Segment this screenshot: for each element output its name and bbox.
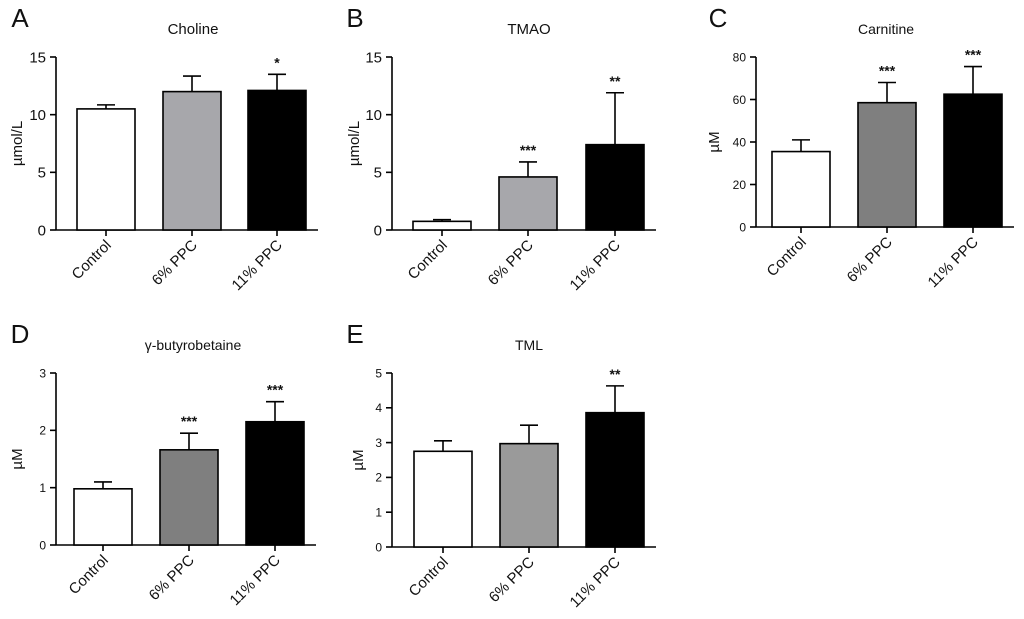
y-axis-label: µM [706, 131, 723, 152]
significance-marker: *** [879, 63, 896, 79]
bar-6-ppc [857, 101, 917, 228]
chart-title: Carnitine [858, 21, 914, 37]
bar-6-ppc [498, 176, 558, 231]
bar-11-ppc [247, 89, 307, 231]
y-tick-label: 2 [39, 424, 46, 438]
x-tick-label: 6% PPC [146, 552, 198, 604]
bar-control [76, 108, 136, 231]
bar-6-ppc [499, 442, 559, 548]
y-axis-label: µM [9, 448, 26, 469]
x-tick-label: Control [405, 237, 451, 283]
x-tick-label: Control [66, 552, 112, 598]
x-tick-label: 11% PPC [925, 234, 982, 291]
y-tick-label: 80 [733, 50, 747, 64]
chart-title: Choline [168, 21, 219, 38]
significance-marker: *** [965, 47, 982, 63]
y-tick-label: 10 [29, 107, 46, 124]
bar-6-ppc [159, 449, 219, 546]
panel-label: E [346, 319, 363, 349]
y-tick-label: 2 [375, 471, 382, 485]
y-axis-label: µmol/L [346, 121, 363, 166]
x-tick-label: 6% PPC [485, 237, 537, 289]
y-tick-label: 0 [38, 222, 46, 239]
y-axis-label: µM [350, 449, 367, 470]
y-tick-label: 4 [375, 401, 382, 415]
significance-marker: ** [610, 73, 621, 89]
panel-c: C Carnitine µM 0 20 40 60 80 Control 6% PPC *** 11%… [706, 3, 1014, 291]
significance-marker: *** [520, 142, 537, 158]
y-axis-label: µmol/L [9, 121, 26, 166]
panel-label: C [709, 3, 728, 33]
y-tick-label: 5 [38, 165, 46, 182]
bar-6-ppc [162, 90, 222, 231]
x-tick-label: 11% PPC [567, 237, 624, 294]
y-tick-label: 15 [29, 49, 46, 66]
x-tick-label: 6% PPC [149, 237, 201, 289]
x-tick-label: 11% PPC [229, 237, 286, 294]
bar-11-ppc [943, 93, 1003, 228]
y-tick-label: 40 [733, 135, 747, 149]
y-tick-label: 5 [374, 165, 382, 182]
x-tick-label: 6% PPC [486, 554, 538, 606]
panel-label: D [11, 319, 30, 349]
bar-control [771, 150, 831, 228]
significance-marker: *** [181, 413, 198, 429]
panel-b: B TMAO µmol/L 0 5 10 15 Control 6% PPC *** 11% PPC… [346, 3, 656, 294]
y-tick-label: 20 [733, 178, 747, 192]
x-tick-label: 11% PPC [227, 552, 284, 609]
chart-title: TMAO [507, 21, 550, 38]
panel-a: A Choline µmol/L 0 5 10 15 Control 6% PPC 11% PPC… [9, 3, 318, 294]
y-tick-label: 0 [374, 222, 382, 239]
significance-marker: * [274, 54, 280, 70]
bar-11-ppc [585, 411, 645, 548]
x-tick-label: 6% PPC [844, 234, 896, 286]
x-tick-label: Control [406, 554, 452, 600]
bar-control [73, 488, 133, 546]
chart-title: γ-butyrobetaine [145, 337, 242, 353]
y-tick-label: 0 [39, 538, 46, 552]
bar-control [412, 220, 472, 231]
x-tick-label: 11% PPC [567, 554, 624, 611]
significance-marker: *** [267, 382, 284, 398]
chart-title: TML [515, 337, 543, 353]
y-tick-label: 1 [39, 481, 46, 495]
panel-label: A [11, 3, 29, 33]
y-tick-label: 15 [365, 49, 382, 66]
x-tick-label: Control [764, 234, 810, 280]
y-tick-label: 5 [375, 366, 382, 380]
bar-11-ppc [245, 420, 305, 546]
bar-11-ppc [585, 143, 645, 231]
panel-label: B [346, 3, 363, 33]
y-tick-label: 0 [739, 220, 746, 234]
panel-e: E TML µM 0 1 2 3 4 5 Control 6% PPC 11% PPC ** [346, 319, 656, 611]
bar-control [413, 450, 473, 548]
y-tick-label: 3 [375, 436, 382, 450]
x-tick-label: Control [69, 237, 115, 283]
y-tick-label: 3 [39, 366, 46, 380]
significance-marker: ** [610, 366, 621, 382]
y-tick-label: 60 [733, 93, 747, 107]
y-tick-label: 0 [375, 540, 382, 554]
y-tick-label: 1 [375, 506, 382, 520]
y-tick-label: 10 [365, 107, 382, 124]
